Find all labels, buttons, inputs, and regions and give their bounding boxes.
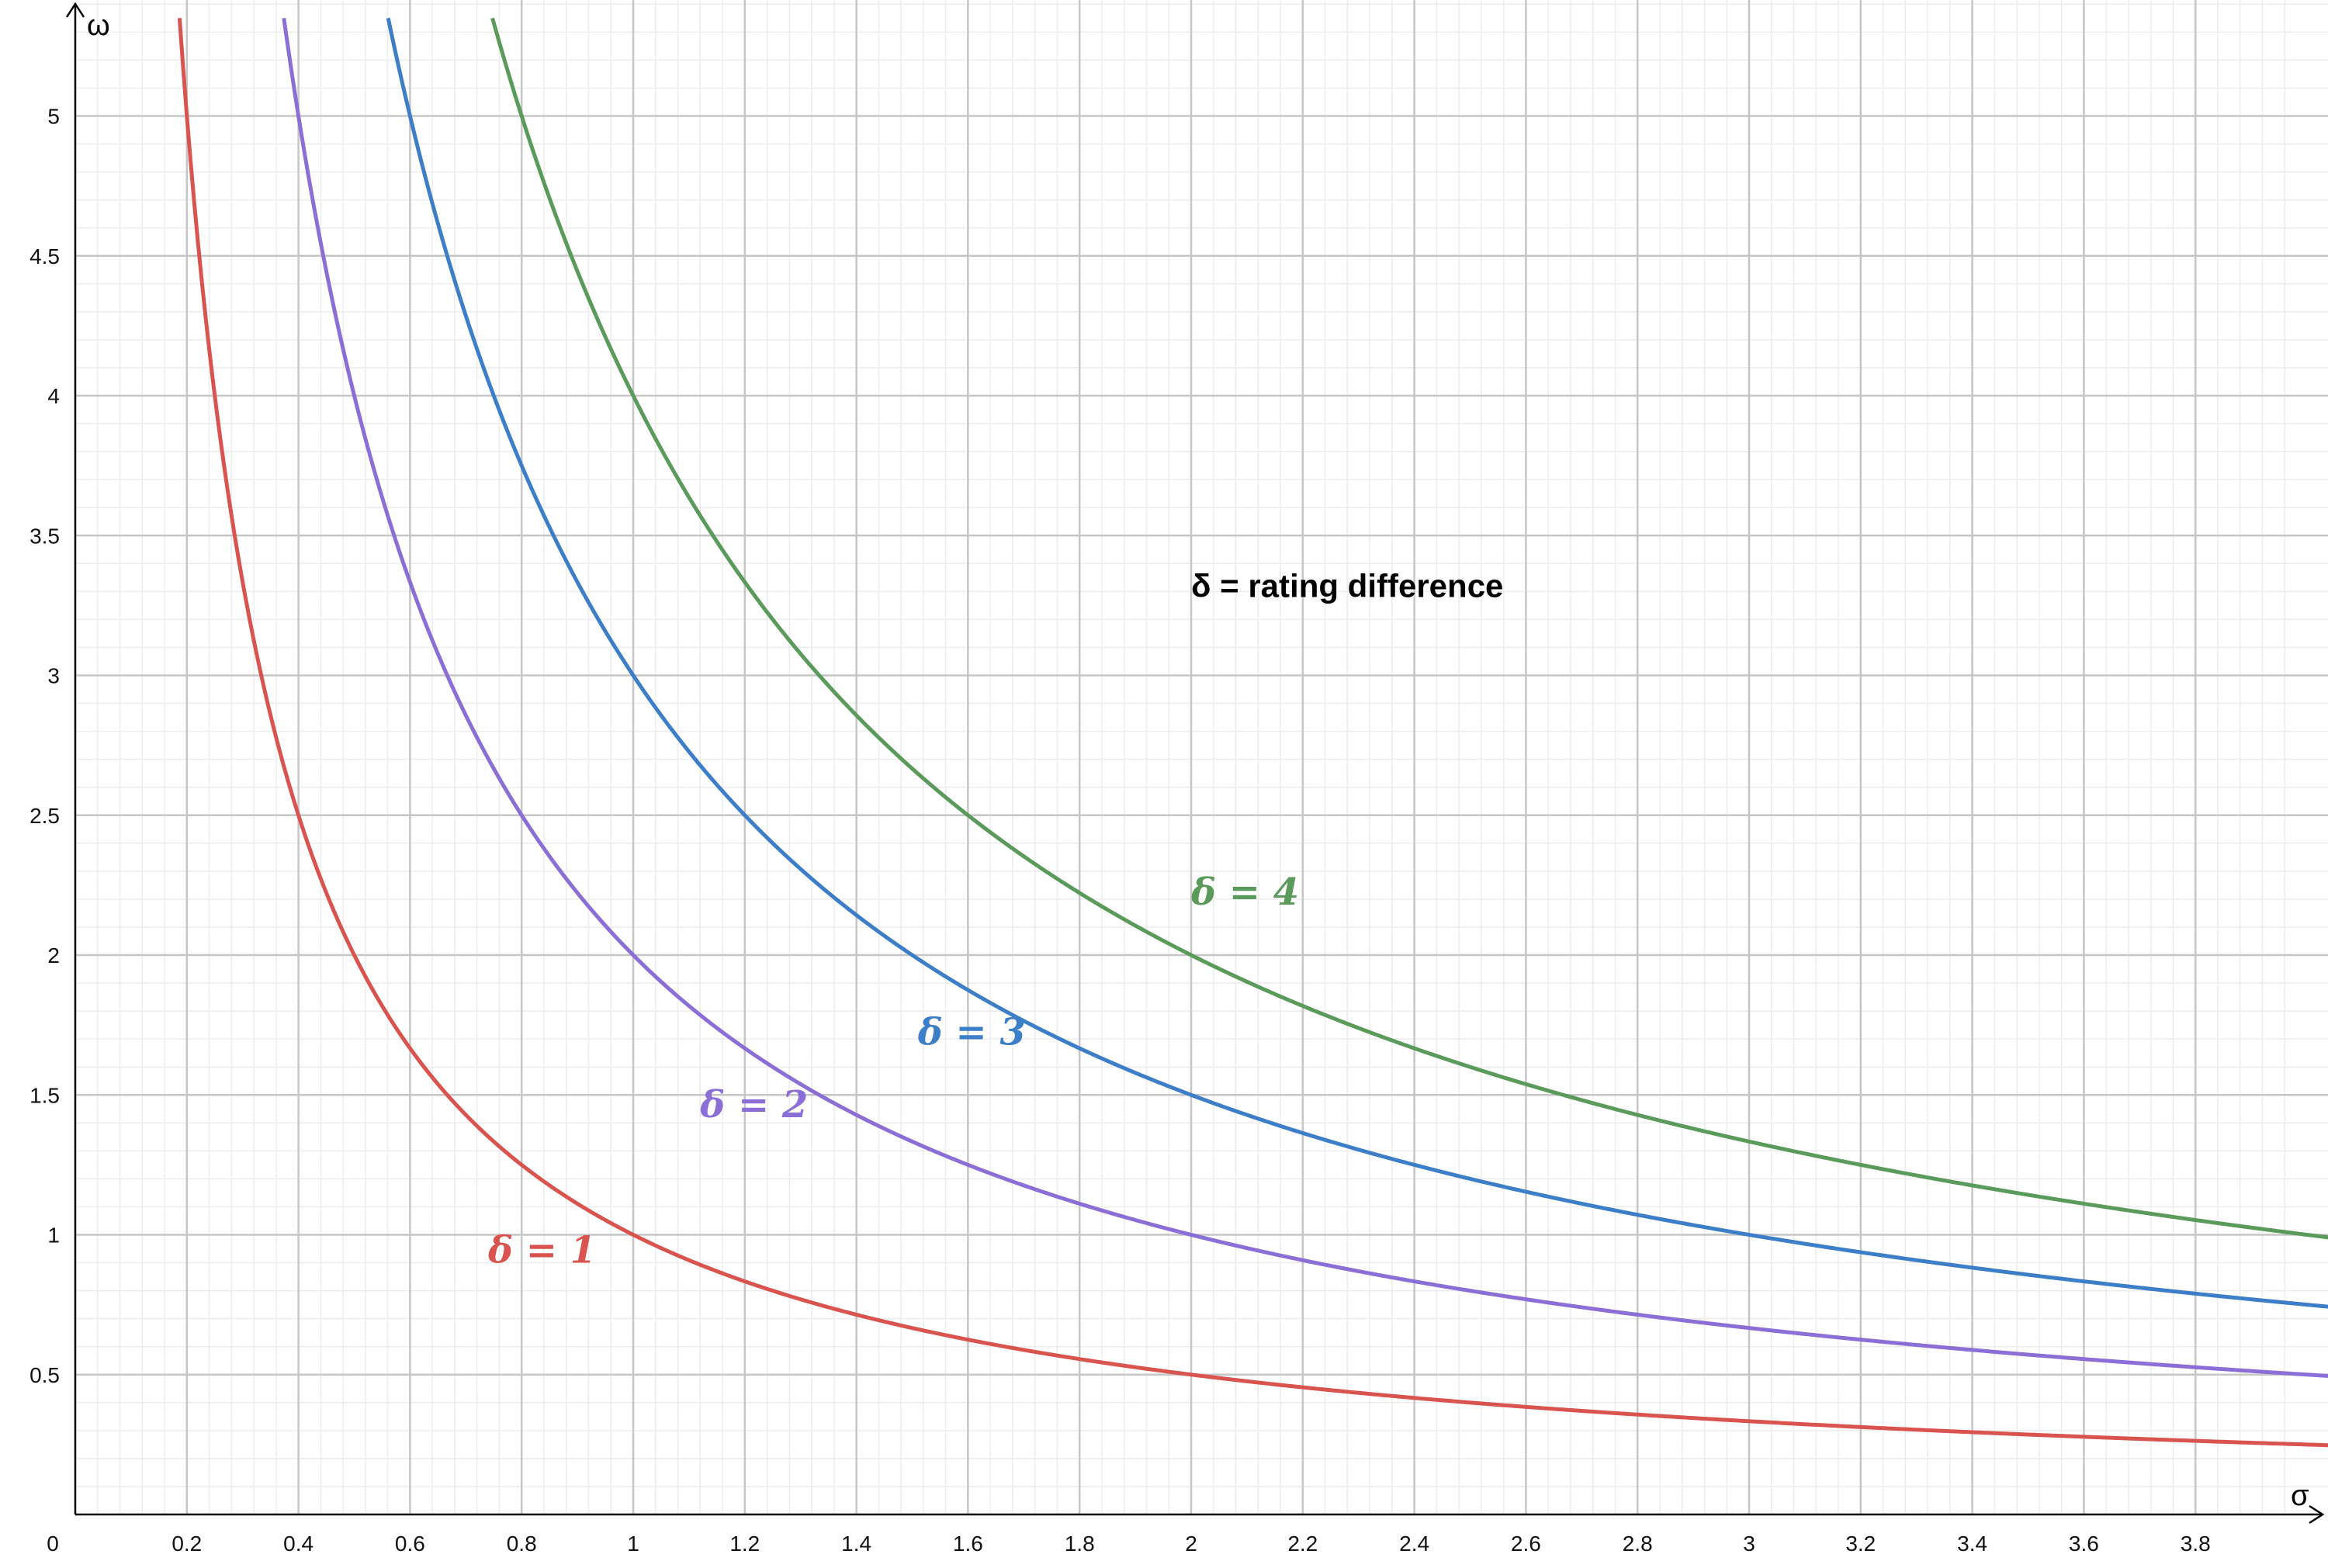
- x-tick-label: 2.8: [1623, 1532, 1653, 1556]
- x-tick-label: 3.2: [1845, 1532, 1876, 1556]
- y-tick-label: 1.5: [29, 1083, 60, 1107]
- x-tick-label: 1.6: [953, 1532, 983, 1556]
- x-tick-label: 2: [1185, 1532, 1197, 1556]
- series-label-delta-2: δ = 2: [699, 1083, 808, 1127]
- x-tick-label: 0.6: [395, 1532, 425, 1556]
- y-axis-arrow: [65, 2, 85, 18]
- y-axis-label: ω: [87, 9, 110, 42]
- series-line-delta-1: [177, 18, 2328, 1448]
- y-tick-label: 2: [47, 943, 60, 967]
- y-tick-label: 4.5: [29, 244, 60, 268]
- origin-label: 0: [47, 1532, 59, 1556]
- series-line-delta-3: [386, 17, 2328, 1309]
- series-label-delta-4: δ = 4: [1190, 871, 1299, 914]
- x-tick-label: 0.2: [171, 1532, 202, 1556]
- y-tick-label: 0.5: [29, 1363, 60, 1387]
- x-tick-label: 0.4: [283, 1532, 314, 1556]
- x-tick-label: 2.2: [1287, 1532, 1318, 1556]
- y-tick-label: 3: [47, 664, 60, 688]
- x-tick-label: 2.4: [1399, 1532, 1429, 1556]
- series-line-delta-2: [282, 17, 2328, 1378]
- y-tick-label: 5: [47, 105, 60, 129]
- series-curves: [177, 17, 2328, 1448]
- minor-grid: [75, 0, 2328, 1514]
- y-tick-label: 4: [47, 384, 60, 408]
- series-label-delta-3: δ = 3: [917, 1010, 1026, 1054]
- x-tick-label: 1.8: [1065, 1532, 1095, 1556]
- y-tick-label: 1: [47, 1224, 60, 1248]
- series-line-delta-4: [490, 17, 2328, 1240]
- x-tick-label: 3.8: [2181, 1532, 2211, 1556]
- x-tick-label: 1: [627, 1532, 639, 1556]
- x-tick-label: 1.4: [841, 1532, 871, 1556]
- x-tick-label: 2.6: [1511, 1532, 1541, 1556]
- tick-labels: 0.2 0.4 0.6 0.8 1 1.2 1.4 1.6 1.8 2 2.2 2.4 2.6 2.8 3 3…: [29, 105, 2211, 1556]
- x-axis-label: σ: [2291, 1480, 2309, 1512]
- y-tick-label: 2.5: [29, 804, 60, 828]
- x-tick-label: 1.2: [729, 1532, 760, 1556]
- x-tick-label: 3: [1743, 1532, 1755, 1556]
- x-tick-label: 0.8: [507, 1532, 537, 1556]
- y-tick-label: 3.5: [29, 524, 60, 548]
- series-label-delta-1: δ = 1: [487, 1229, 596, 1272]
- x-tick-label: 3.4: [1957, 1532, 1987, 1556]
- x-tick-label: 3.6: [2069, 1532, 2099, 1556]
- axes: [65, 2, 2325, 1525]
- x-axis-arrow: [2309, 1504, 2325, 1525]
- annotation-text: δ = rating difference: [1191, 568, 1503, 604]
- series-labels: δ = 1 δ = 2 δ = 3 δ = 4: [487, 871, 1299, 1272]
